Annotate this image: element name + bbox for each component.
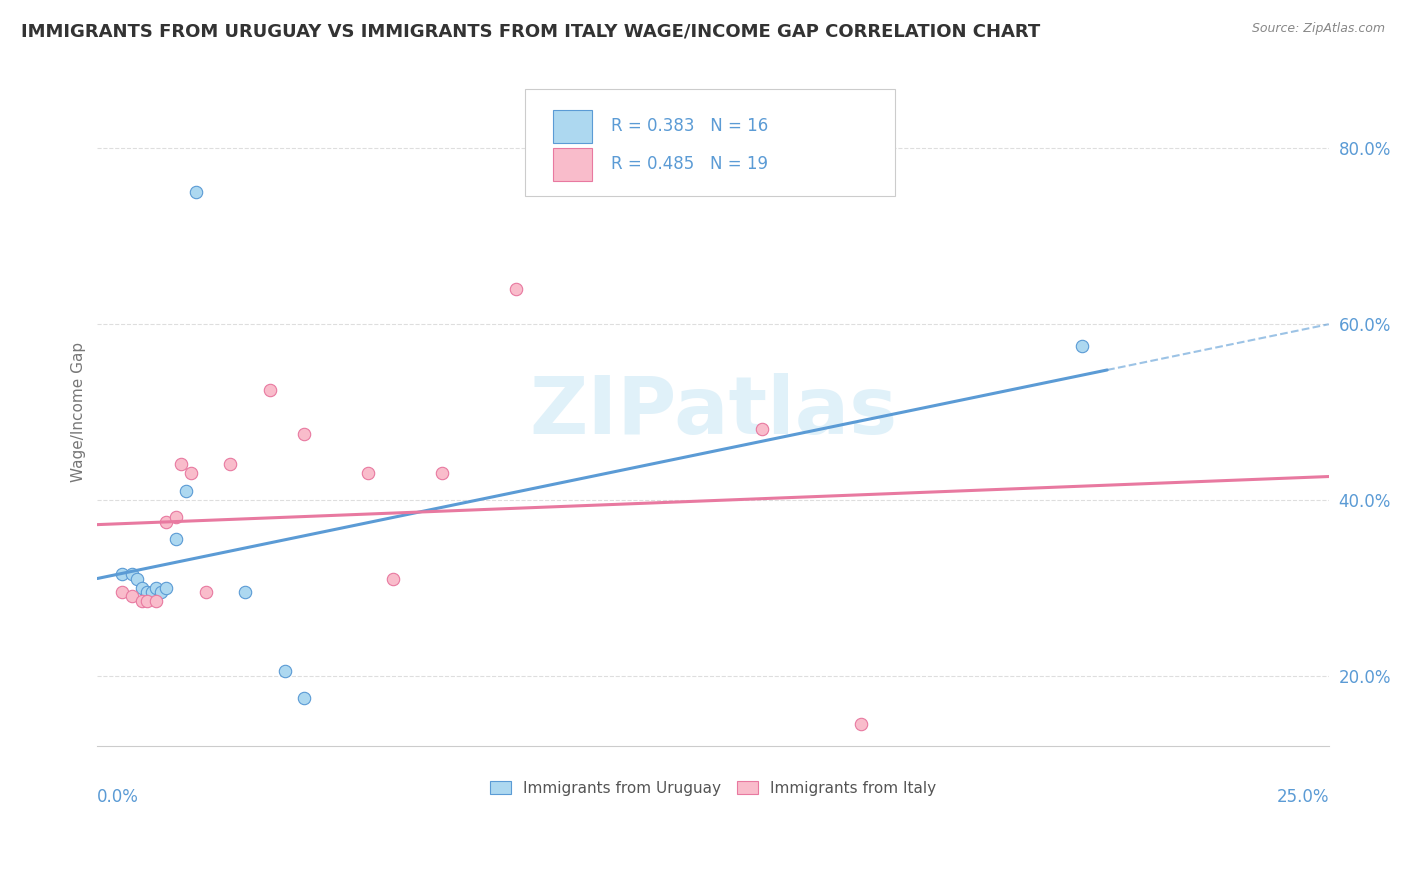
Point — [170, 458, 193, 472]
Point — [194, 585, 217, 599]
Y-axis label: Wage/Income Gap: Wage/Income Gap — [72, 342, 86, 482]
Point — [233, 585, 256, 599]
Text: R = 0.383   N = 16: R = 0.383 N = 16 — [610, 117, 768, 136]
Point — [135, 594, 157, 608]
Point — [751, 422, 773, 436]
Text: IMMIGRANTS FROM URUGUAY VS IMMIGRANTS FROM ITALY WAGE/INCOME GAP CORRELATION CHA: IMMIGRANTS FROM URUGUAY VS IMMIGRANTS FR… — [21, 22, 1040, 40]
Point — [505, 281, 527, 295]
Point — [174, 483, 197, 498]
Point — [165, 533, 187, 547]
Legend: Immigrants from Uruguay, Immigrants from Italy: Immigrants from Uruguay, Immigrants from… — [484, 774, 942, 802]
Point — [121, 590, 143, 604]
Point — [165, 510, 187, 524]
Point — [150, 585, 173, 599]
Point — [155, 581, 177, 595]
Text: 0.0%: 0.0% — [97, 788, 139, 805]
FancyBboxPatch shape — [524, 89, 896, 196]
Point — [131, 581, 153, 595]
Point — [381, 572, 404, 586]
Point — [292, 690, 315, 705]
FancyBboxPatch shape — [553, 110, 592, 143]
Text: R = 0.485   N = 19: R = 0.485 N = 19 — [610, 155, 768, 173]
Point — [141, 585, 163, 599]
Text: Source: ZipAtlas.com: Source: ZipAtlas.com — [1251, 22, 1385, 36]
Text: ZIPatlas: ZIPatlas — [529, 373, 897, 450]
Point — [111, 567, 134, 582]
Point — [259, 383, 281, 397]
Point — [273, 664, 295, 678]
Point — [155, 515, 177, 529]
Point — [145, 594, 167, 608]
Point — [357, 467, 380, 481]
Point — [135, 585, 157, 599]
Point — [292, 426, 315, 441]
Point — [430, 467, 453, 481]
Point — [121, 567, 143, 582]
Point — [219, 458, 242, 472]
Point — [131, 594, 153, 608]
Point — [111, 585, 134, 599]
Point — [180, 467, 202, 481]
Point — [125, 572, 148, 586]
Point — [1071, 339, 1094, 353]
Point — [849, 717, 872, 731]
Text: 25.0%: 25.0% — [1277, 788, 1329, 805]
FancyBboxPatch shape — [553, 148, 592, 181]
Point — [145, 581, 167, 595]
Point — [184, 185, 207, 199]
